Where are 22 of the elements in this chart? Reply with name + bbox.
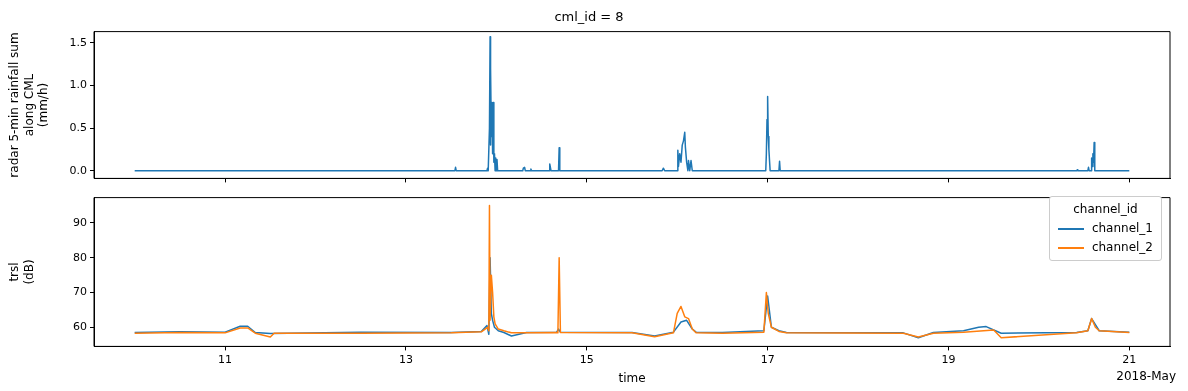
y-tick-label: 80 — [73, 250, 87, 264]
legend-label: channel_2 — [1091, 239, 1153, 256]
legend-label: channel_1 — [1091, 220, 1153, 237]
x-tick-label: 13 — [398, 352, 413, 366]
y-tick-label: 90 — [73, 215, 87, 229]
y-axis-title: radar 5-min rainfall sum along CML (mm/h) — [7, 32, 51, 178]
y-tick-label: 1.0 — [69, 78, 87, 92]
text: 2018-May — [1116, 369, 1176, 384]
y-tick-label: 60 — [73, 320, 87, 334]
y-tick-label: 70 — [73, 285, 87, 299]
y-tick-label: 0.5 — [69, 120, 87, 134]
legend-title: channel_id — [1072, 201, 1139, 218]
y-tick-label: 1.5 — [69, 35, 87, 49]
x-axis-title: time — [618, 370, 646, 385]
x-tick-label: 11 — [218, 352, 233, 366]
x-tick-label: 15 — [579, 352, 594, 366]
chart-title: cml_id = 8 — [554, 9, 624, 25]
x-tick-label: 17 — [760, 352, 775, 366]
y-tick-label: 0.0 — [69, 163, 87, 177]
x-tick-label: 19 — [941, 352, 956, 366]
x-tick-label: 21 — [1122, 352, 1137, 366]
y-axis-title: trsl (dB) — [7, 259, 36, 285]
